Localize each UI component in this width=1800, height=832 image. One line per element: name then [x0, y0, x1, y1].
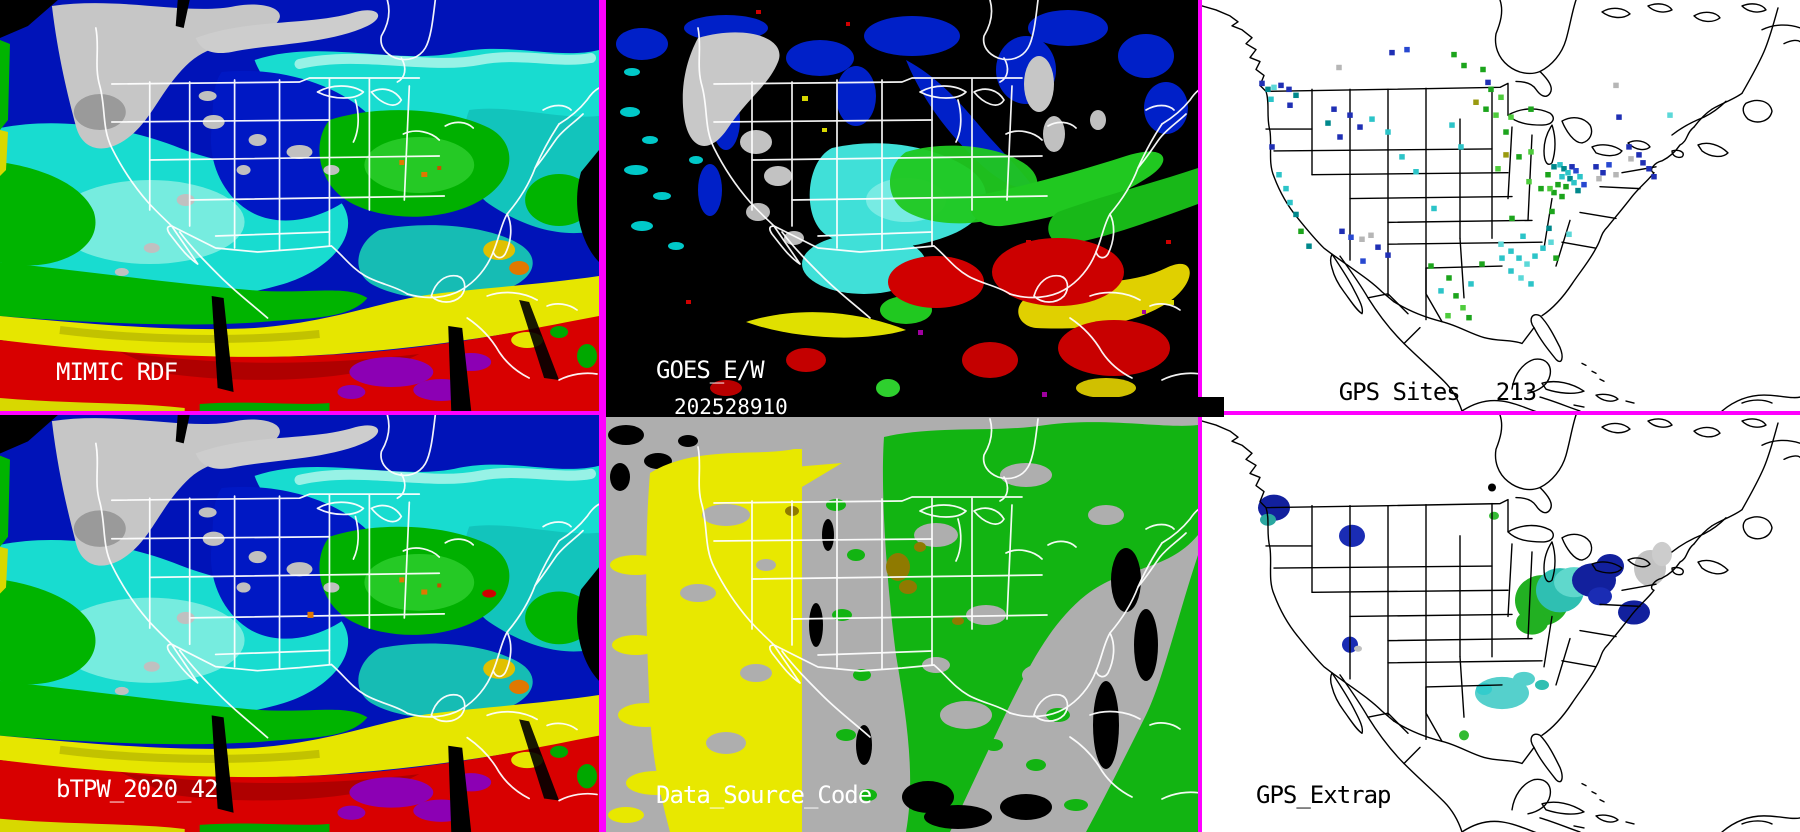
panel-label-goes-ew: GOES_E/W: [656, 356, 765, 384]
panel-label-gps-extrap: GPS_Extrap: [1256, 781, 1391, 809]
panel-mimic-rdf: MIMIC RDF: [0, 0, 599, 411]
panel-data-source-code: Data_Source_Code: [606, 415, 1198, 832]
gps-sites-map: [1202, 0, 1800, 411]
panel-label-gps-sites: GPS Sites 213: [1258, 350, 1537, 411]
panel-label-btpw: bTPW_2020_42: [56, 775, 218, 803]
panel-label-mimic-rdf: MIMIC RDF: [56, 358, 178, 386]
gps-sites-count: 213: [1495, 378, 1537, 406]
panel-gps-sites: GPS Sites 213: [1202, 0, 1800, 411]
panel-label-data-source-code: Data_Source_Code: [656, 781, 872, 809]
data-source-code-map: [606, 415, 1198, 832]
goes-ew-map: [606, 0, 1198, 411]
panel-btpw: bTPW_2020_42: [0, 415, 599, 832]
timestamp-bar: 202528910: [606, 395, 1224, 419]
mimic-rdf-map: [0, 0, 599, 411]
btpw-map: [0, 415, 599, 832]
panel-gps-extrap: GPS_Extrap: [1202, 415, 1800, 832]
timestamp-text: 202528910: [674, 395, 788, 419]
gps-extrap-map: [1202, 415, 1800, 832]
gps-site-markers: [1259, 46, 1673, 321]
panel-goes-ew: GOES_E/W: [606, 0, 1198, 411]
gps-sites-label: GPS Sites: [1338, 378, 1461, 406]
